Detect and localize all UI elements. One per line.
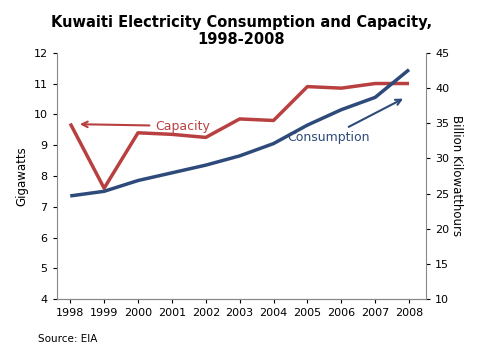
Title: Kuwaiti Electricity Consumption and Capacity,
1998-2008: Kuwaiti Electricity Consumption and Capa… bbox=[51, 15, 432, 48]
Y-axis label: Gigawatts: Gigawatts bbox=[15, 146, 28, 206]
Y-axis label: Billion Kilowatthours: Billion Kilowatthours bbox=[450, 115, 463, 236]
Text: Source: EIA: Source: EIA bbox=[38, 333, 98, 344]
Text: Consumption: Consumption bbox=[287, 100, 401, 144]
Text: Capacity: Capacity bbox=[82, 119, 210, 133]
